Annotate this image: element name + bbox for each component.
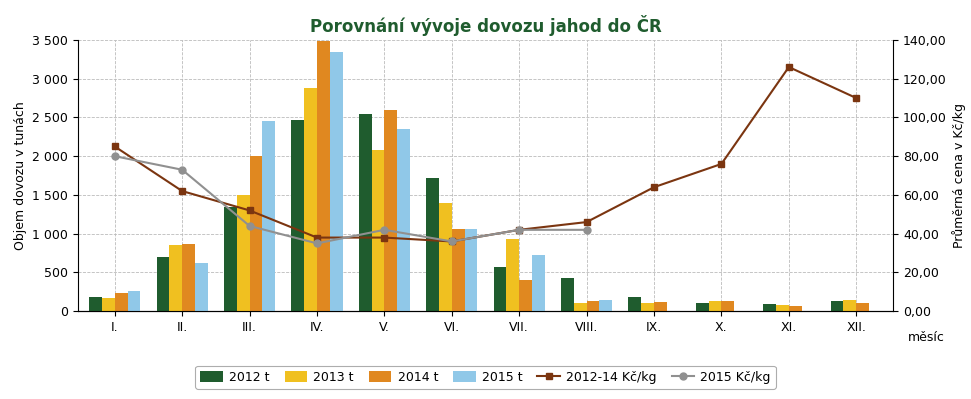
Bar [304,88,317,311]
Bar [183,244,195,311]
Bar [237,195,250,311]
Bar [195,263,208,311]
Bar [317,41,330,311]
Bar [830,301,844,311]
Bar [641,304,654,311]
Bar [654,302,667,311]
Bar [507,239,519,311]
Bar [493,267,507,311]
Bar [776,305,788,311]
Bar [788,306,802,311]
Bar [262,120,275,311]
Legend: 2012 t, 2013 t, 2014 t, 2015 t, 2012-14 Kč/kg, 2015 Kč/kg: 2012 t, 2013 t, 2014 t, 2015 t, 2012-14 … [195,366,776,389]
Bar [763,304,776,311]
Bar [115,293,127,311]
Bar [696,303,709,311]
Bar [628,297,641,311]
Bar [102,298,115,311]
Y-axis label: Objem dovozu v tunách: Objem dovozu v tunách [14,101,26,250]
Bar [452,229,464,311]
Bar [89,297,102,311]
Bar [709,301,721,311]
Bar [844,300,856,311]
Title: Porovnání vývoje dovozu jahod do ČR: Porovnání vývoje dovozu jahod do ČR [310,15,661,36]
Bar [156,257,169,311]
Bar [127,291,141,311]
Bar [169,245,183,311]
Bar [464,229,478,311]
Bar [574,304,586,311]
Bar [856,304,869,311]
Bar [224,207,237,311]
Bar [519,280,532,311]
Bar [439,203,452,311]
Bar [532,255,545,311]
Bar [291,120,304,311]
Bar [330,52,343,311]
Bar [358,114,372,311]
Bar [397,129,410,311]
Bar [426,178,439,311]
Bar [721,301,734,311]
Bar [385,111,397,311]
Bar [586,301,599,311]
Bar [372,150,385,311]
Bar [561,278,574,311]
Text: měsíc: měsíc [908,331,945,344]
Y-axis label: Průměrná cena v Kč/kg: Průměrná cena v Kč/kg [953,103,966,248]
Bar [250,156,262,311]
Bar [599,300,613,311]
